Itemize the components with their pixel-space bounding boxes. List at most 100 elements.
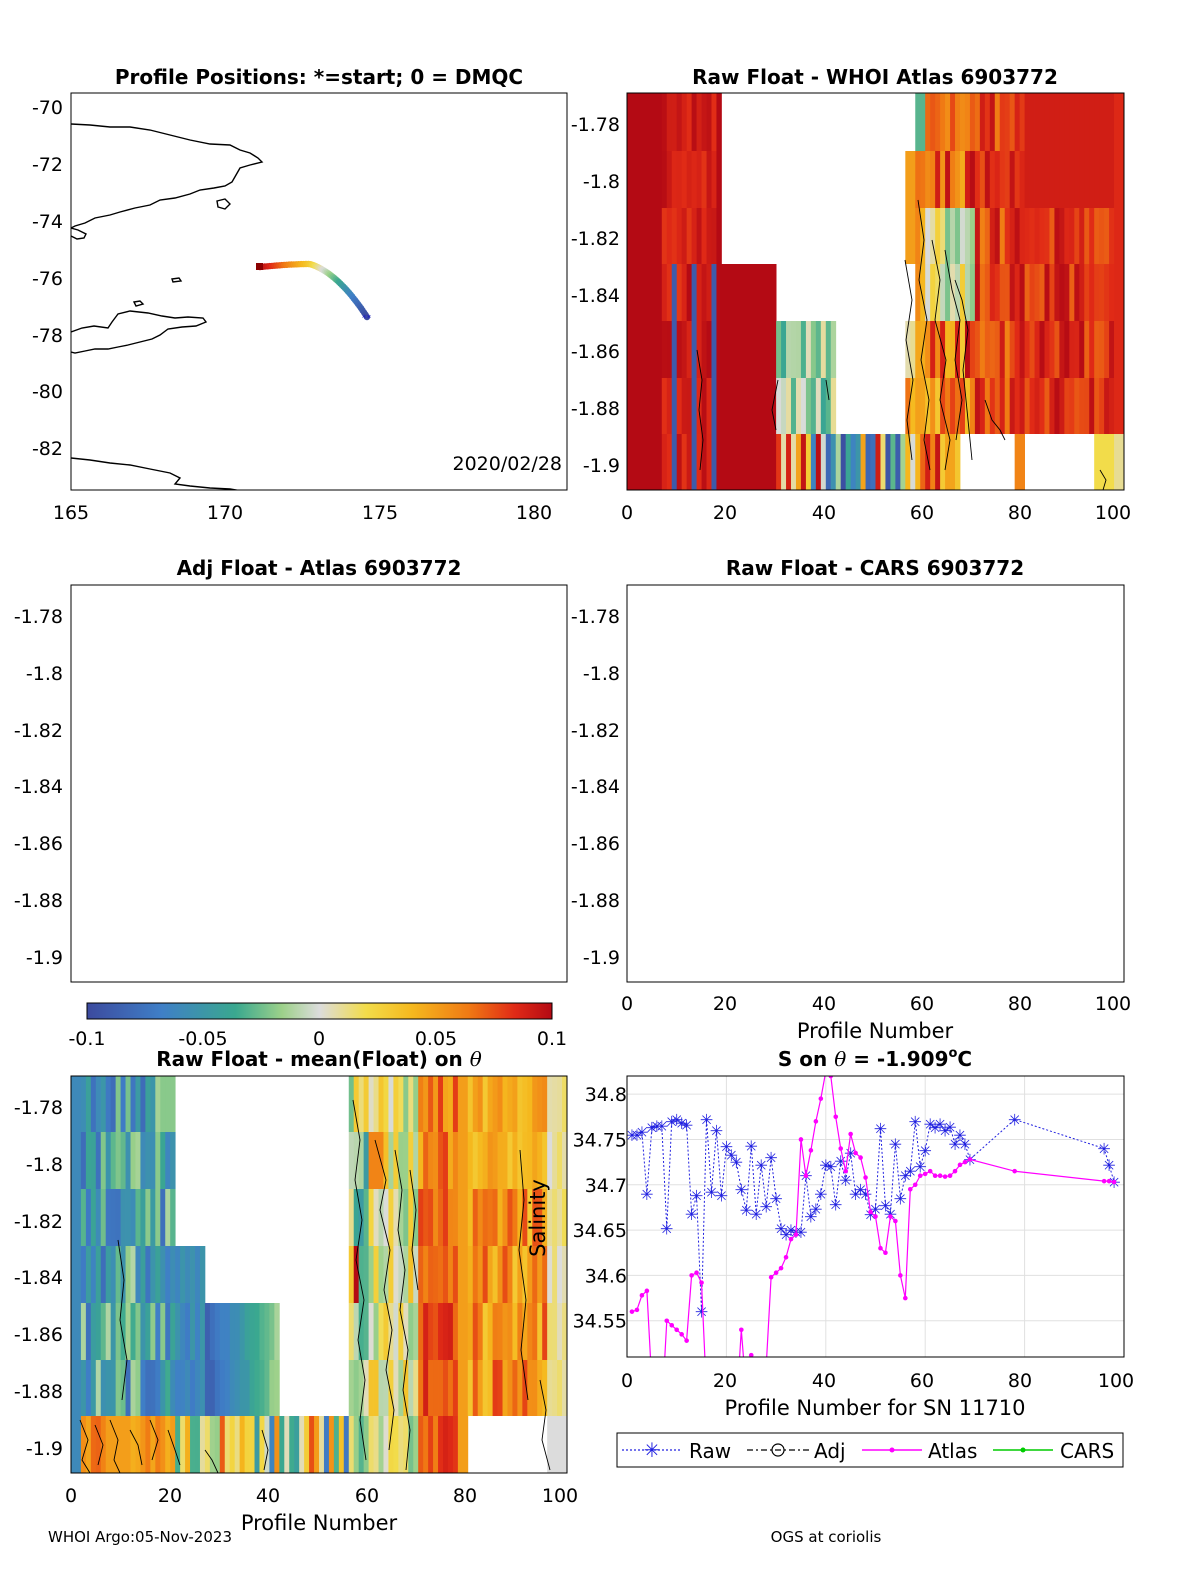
heatmap-cell — [627, 434, 633, 490]
heatmap-cell — [716, 434, 722, 490]
raw-mean-xtick-1: 20 — [158, 1485, 182, 1507]
heatmap-cell — [477, 1360, 484, 1416]
heatmap-cell — [736, 378, 742, 434]
heatmap-cell — [522, 1360, 528, 1416]
heatmap-cell — [691, 321, 697, 378]
heatmap-cell — [771, 378, 777, 434]
heatmap-cell — [969, 378, 976, 434]
heatmap-cell — [1044, 378, 1050, 434]
series-raw-point: ✳ — [928, 1119, 941, 1138]
series-atlas-point — [798, 1137, 804, 1142]
heatmap-cell — [160, 1416, 166, 1473]
heatmap-cell — [964, 151, 971, 208]
heatmap-cell — [195, 1246, 201, 1303]
heatmap-cell — [850, 434, 857, 490]
heatmap-cell — [180, 1416, 186, 1473]
heatmap-cell — [71, 1416, 77, 1473]
heatmap-cell — [955, 264, 961, 321]
heatmap-cell — [930, 378, 936, 434]
heatmap-cell — [532, 1132, 538, 1189]
heatmap-cell — [120, 1189, 126, 1246]
heatmap-cell — [646, 321, 653, 378]
heatmap-cell — [999, 378, 1006, 434]
heatmap-cell — [1074, 264, 1080, 321]
heatmap-cell — [711, 151, 717, 208]
heatmap-cell — [666, 151, 673, 208]
heatmap-cell — [736, 321, 742, 378]
heatmap-cell — [1109, 264, 1115, 321]
heatmap-cell — [830, 321, 837, 378]
raw-mean-ytick-4: -1.86 — [14, 1324, 63, 1346]
heatmap-cell — [974, 321, 981, 378]
legend-adj-marker — [771, 1443, 785, 1457]
heatmap-cell — [1069, 264, 1075, 321]
heatmap-cell — [472, 1189, 479, 1246]
heatmap-cell — [467, 1360, 474, 1416]
heatmap-cell — [135, 1076, 141, 1132]
raw-cars-xtick-1: 20 — [713, 993, 737, 1015]
colorbar-tick-0: -0.1 — [68, 1028, 105, 1050]
heatmap-cell — [820, 434, 827, 490]
track-start-marker: ** — [362, 314, 372, 324]
heatmap-cell — [398, 1189, 404, 1246]
heatmap-cell — [125, 1132, 131, 1189]
heatmap-cell — [746, 434, 752, 490]
heatmap-cell — [447, 1246, 454, 1303]
heatmap-cell — [666, 378, 673, 434]
map-frame — [70, 92, 568, 491]
heatmap-cell — [716, 151, 722, 208]
heatmap-cell — [701, 208, 707, 264]
raw-mean-frame — [70, 1075, 568, 1474]
heatmap-cell — [950, 321, 956, 378]
heatmap-cell — [512, 1360, 518, 1416]
series-atlas-point — [669, 1322, 675, 1328]
heatmap-cell — [155, 1246, 161, 1303]
heatmap-cell — [254, 1303, 260, 1360]
heatmap-cell — [1004, 321, 1011, 378]
raw-atlas-ytick-6: -1.9 — [583, 455, 620, 477]
heatmap-cell — [185, 1360, 191, 1416]
heatmap-cell — [706, 434, 712, 490]
heatmap-cell — [1039, 93, 1045, 151]
heatmap-cell — [656, 321, 663, 378]
heatmap-cell — [358, 1416, 365, 1473]
heatmap-cell — [716, 93, 722, 151]
heatmap-cell — [562, 1416, 567, 1473]
raw-cars-x-ticks: 0 20 40 60 80 100 — [621, 993, 1131, 1015]
heatmap-cell — [686, 264, 693, 321]
raw-cars-ytick-5: -1.88 — [571, 890, 620, 912]
heatmap-cell — [527, 1189, 533, 1246]
heatmap-cell — [875, 434, 881, 490]
heatmap-cell — [1114, 208, 1120, 264]
raw-atlas-x-ticks: 0 20 40 60 80 100 — [621, 502, 1131, 524]
heatmap-cell — [1109, 321, 1115, 378]
series-atlas-point — [912, 1182, 918, 1188]
heatmap-cell — [433, 1076, 439, 1132]
heatmap-cell — [482, 1303, 489, 1360]
heatmap-cell — [776, 321, 782, 378]
heatmap-cell — [964, 264, 971, 321]
heatmap-cell — [562, 1360, 567, 1416]
heatmap-cell — [795, 378, 802, 434]
heatmap-cell — [462, 1360, 469, 1416]
heatmap-cell — [487, 1076, 493, 1132]
series-raw-point: ✳ — [923, 1115, 936, 1134]
heatmap-cell — [462, 1303, 469, 1360]
heatmap-cell — [711, 378, 717, 434]
heatmap-cell — [447, 1189, 454, 1246]
heatmap-cell — [1054, 93, 1060, 151]
series-raw-point: ✳ — [814, 1185, 827, 1204]
heatmap-cell — [219, 1303, 226, 1360]
heatmap-cell — [115, 1416, 121, 1473]
heatmap-cell — [467, 1076, 474, 1132]
heatmap-cell — [477, 1132, 484, 1189]
heatmap-cell — [915, 378, 921, 434]
heatmap-cell — [701, 151, 707, 208]
heatmap-cell — [1099, 264, 1105, 321]
series-atlas-point — [848, 1131, 853, 1137]
heatmap-cell — [716, 208, 722, 264]
heatmap-cell — [433, 1416, 439, 1473]
series-raw-point: ✳ — [943, 1118, 956, 1137]
heatmap-cell — [150, 1246, 156, 1303]
heatmap-cell — [651, 208, 658, 264]
